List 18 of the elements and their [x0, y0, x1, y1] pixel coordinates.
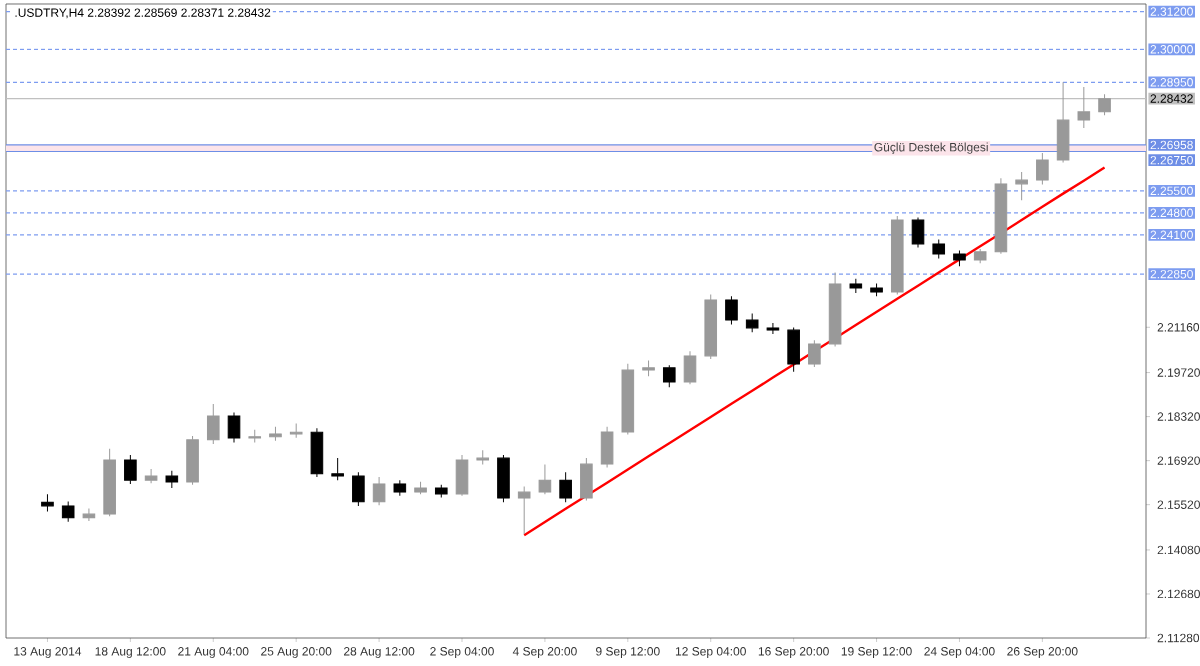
candlestick	[372, 476, 386, 506]
candlestick	[538, 463, 552, 495]
candlestick	[600, 426, 614, 469]
candlestick	[1015, 171, 1028, 201]
candlestick	[227, 412, 241, 443]
candlestick	[517, 485, 531, 535]
candlestick	[683, 350, 697, 385]
candlestick	[1036, 152, 1049, 186]
candlestick	[352, 471, 365, 507]
candlestick	[310, 427, 324, 478]
candlestick	[994, 177, 1008, 255]
candlestick	[1056, 81, 1070, 163]
candlestick	[269, 426, 282, 442]
candlestick	[455, 454, 469, 497]
candlestick	[82, 507, 96, 522]
candlestick	[144, 468, 158, 484]
candlestick	[766, 322, 780, 335]
candlestick	[911, 217, 925, 248]
